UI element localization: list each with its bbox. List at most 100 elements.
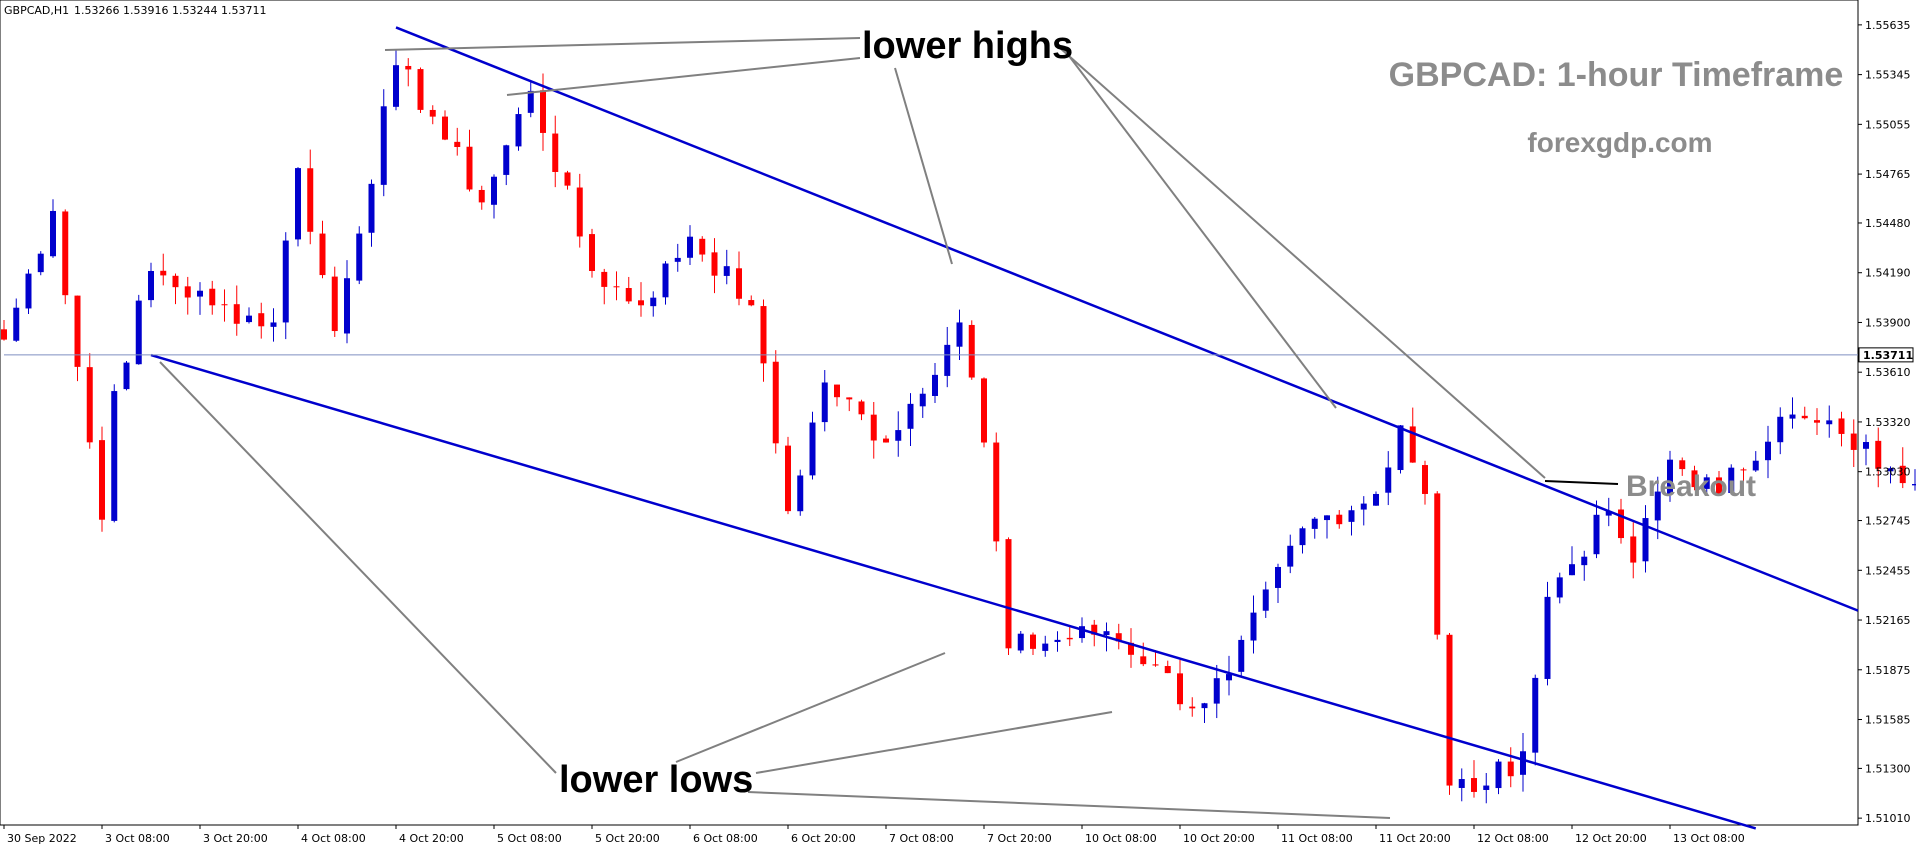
annotation-pointer bbox=[755, 711, 1113, 774]
bear-candle bbox=[993, 442, 1000, 542]
y-tick-label: 1.52455 bbox=[1865, 564, 1911, 577]
bear-candle bbox=[1434, 493, 1441, 635]
y-tick-label: 1.51875 bbox=[1865, 664, 1911, 677]
y-tick-label: 1.53320 bbox=[1865, 416, 1911, 429]
x-tick-label: 5 Oct 08:00 bbox=[497, 832, 562, 845]
bull-candle bbox=[1642, 518, 1649, 562]
x-tick-label: 5 Oct 20:00 bbox=[595, 832, 660, 845]
bear-candle bbox=[1189, 706, 1196, 709]
bull-candle bbox=[1728, 467, 1735, 494]
bear-candle bbox=[772, 361, 779, 444]
bear-candle bbox=[1422, 465, 1428, 494]
y-tick-label: 1.54480 bbox=[1865, 217, 1911, 230]
bull-candle bbox=[1532, 677, 1539, 753]
bull-candle bbox=[1079, 626, 1085, 639]
bull-candle bbox=[50, 210, 56, 257]
bull-candle bbox=[368, 183, 375, 233]
annotation-pointer bbox=[159, 361, 557, 774]
y-tick-label: 1.53030 bbox=[1865, 466, 1911, 479]
y-tick-label: 1.55055 bbox=[1865, 118, 1911, 131]
bear-candle bbox=[699, 238, 706, 255]
bull-candle bbox=[674, 257, 681, 262]
x-tick-label: 13 Oct 08:00 bbox=[1673, 832, 1745, 845]
bear-candle bbox=[74, 295, 81, 367]
upper-channel-line bbox=[395, 26, 1859, 612]
annotations: GBPCAD,H1 1.53266 1.53916 1.53244 1.5371… bbox=[4, 4, 1843, 801]
bear-candle bbox=[331, 276, 338, 332]
bear-candle bbox=[1679, 460, 1686, 470]
lower-lows-label: lower lows bbox=[559, 759, 753, 801]
bear-candle bbox=[429, 109, 436, 117]
bull-candle bbox=[135, 300, 142, 365]
bear-candle bbox=[1618, 509, 1624, 539]
bear-candle bbox=[552, 133, 559, 172]
x-tick-label: 11 Oct 08:00 bbox=[1281, 832, 1353, 845]
y-tick-label: 1.53900 bbox=[1865, 316, 1911, 329]
bear-candle bbox=[1801, 415, 1808, 419]
bull-candle bbox=[1765, 441, 1771, 461]
plot-area bbox=[0, 0, 1859, 826]
bear-candle bbox=[1164, 666, 1171, 674]
bull-candle bbox=[1654, 491, 1661, 521]
y-tick-label: 1.51010 bbox=[1865, 812, 1911, 825]
x-tick-label: 6 Oct 20:00 bbox=[791, 832, 856, 845]
bear-candle bbox=[1066, 637, 1073, 640]
bear-candle bbox=[883, 438, 889, 443]
bull-candle bbox=[491, 176, 497, 205]
bear-candle bbox=[209, 288, 216, 306]
site-label: forexgdp.com bbox=[1527, 127, 1712, 158]
bull-candle bbox=[1017, 633, 1024, 651]
y-tick-label: 1.54190 bbox=[1865, 267, 1911, 280]
bull-candle bbox=[1311, 518, 1318, 529]
bear-candle bbox=[405, 65, 412, 70]
bear-candle bbox=[1507, 761, 1514, 777]
bear-candle bbox=[1630, 536, 1637, 563]
bear-candle bbox=[540, 90, 546, 133]
bull-candle bbox=[13, 307, 20, 341]
bull-candle bbox=[1826, 420, 1833, 425]
bull-candle bbox=[148, 270, 154, 301]
bear-candle bbox=[834, 384, 840, 398]
bull-candle bbox=[1593, 514, 1600, 555]
x-tick-label: 3 Oct 08:00 bbox=[105, 832, 170, 845]
bull-candle bbox=[1213, 678, 1220, 704]
bull-candle bbox=[809, 422, 816, 476]
bull-candle bbox=[111, 391, 118, 521]
bull-candle bbox=[527, 90, 534, 113]
bear-candle bbox=[99, 440, 105, 520]
x-tick-label: 11 Oct 20:00 bbox=[1379, 832, 1451, 845]
x-tick-label: 10 Oct 20:00 bbox=[1183, 832, 1255, 845]
bear-candle bbox=[1140, 656, 1147, 665]
bear-candle bbox=[981, 378, 987, 443]
bear-candle bbox=[1152, 664, 1159, 666]
x-tick-label: 12 Oct 08:00 bbox=[1477, 832, 1549, 845]
bull-candle bbox=[1324, 515, 1330, 521]
bull-candle bbox=[393, 65, 399, 107]
bull-candle bbox=[515, 114, 522, 147]
annotation-pointer bbox=[675, 652, 946, 763]
x-tick-label: 7 Oct 08:00 bbox=[889, 832, 954, 845]
bull-candle bbox=[687, 236, 693, 258]
bear-candle bbox=[160, 270, 167, 276]
bull-candle bbox=[907, 403, 914, 429]
x-tick-label: 4 Oct 08:00 bbox=[301, 832, 366, 845]
bull-candle bbox=[932, 374, 938, 396]
bull-candle bbox=[123, 362, 130, 390]
annotation-pointer bbox=[1059, 47, 1546, 479]
bull-candle bbox=[282, 240, 289, 323]
price-axis: 1.55635 1.55345 1.55055 1.54765 1.54480 1.541… bbox=[1858, 19, 1914, 825]
bull-candle bbox=[503, 145, 510, 175]
bear-candle bbox=[870, 414, 877, 441]
bull-candle bbox=[1103, 631, 1110, 636]
bear-candle bbox=[968, 324, 975, 378]
annotation-pointer bbox=[384, 37, 861, 51]
bear-candle bbox=[233, 304, 240, 324]
bear-candle bbox=[1030, 634, 1036, 649]
bear-candle bbox=[1899, 465, 1906, 484]
chart-header-ohlc: 1.53266 1.53916 1.53244 1.53711 bbox=[74, 4, 266, 17]
bull-candle bbox=[1262, 589, 1269, 611]
y-tick-label: 1.52745 bbox=[1865, 515, 1911, 528]
bull-candle bbox=[895, 430, 902, 441]
bull-candle bbox=[944, 344, 951, 376]
current-price-box bbox=[1858, 347, 1914, 363]
